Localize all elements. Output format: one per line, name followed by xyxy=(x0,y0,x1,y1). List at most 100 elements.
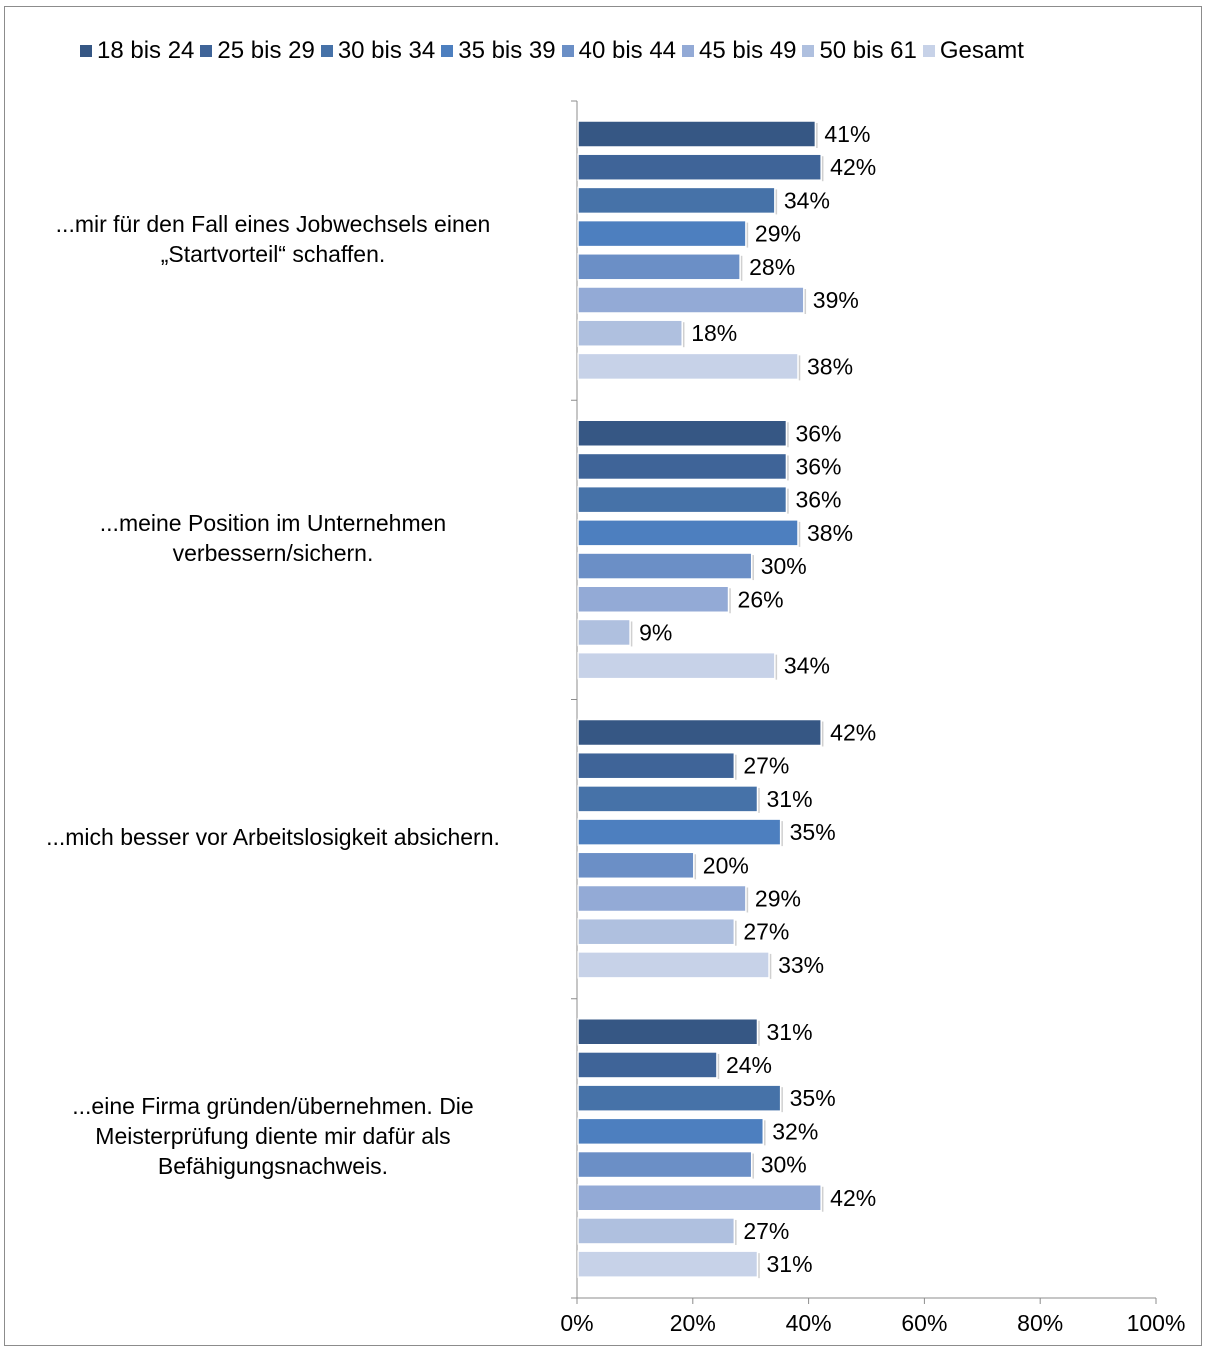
category-label: ...meine Position im Unternehmen verbesse… xyxy=(0,508,553,568)
value-label: 29% xyxy=(755,886,801,912)
value-label: 33% xyxy=(778,952,824,978)
legend-label: Gesamt xyxy=(939,37,1024,64)
bar xyxy=(577,1117,765,1146)
bar xyxy=(577,286,805,314)
value-label: 28% xyxy=(749,254,795,280)
category-label-line: ...eine Firma gründen/übernehmen. Die xyxy=(72,1093,474,1120)
value-label: 34% xyxy=(784,187,830,213)
value-label: 18% xyxy=(691,320,737,346)
legend-item: 25 bis 29 xyxy=(200,37,315,65)
bar xyxy=(577,1184,822,1212)
value-label: 20% xyxy=(703,852,749,878)
value-label: 42% xyxy=(830,154,876,180)
bar xyxy=(577,1018,759,1046)
value-label: 30% xyxy=(761,1152,807,1178)
value-label: 36% xyxy=(795,487,841,513)
value-label: 36% xyxy=(795,420,841,446)
legend-label: 45 bis 49 xyxy=(699,37,797,64)
bar xyxy=(577,818,782,846)
value-label: 38% xyxy=(807,520,853,546)
bar xyxy=(577,519,799,547)
bar xyxy=(577,785,759,813)
category-label: ...mich besser vor Arbeitslosigkeit absi… xyxy=(0,822,553,852)
legend-label: 35 bis 39 xyxy=(458,37,556,64)
bar xyxy=(577,1250,759,1278)
bar xyxy=(577,419,788,447)
chart-frame xyxy=(4,6,1202,1346)
bar xyxy=(577,618,631,647)
value-label: 24% xyxy=(726,1052,772,1078)
bar xyxy=(577,1217,736,1245)
value-label: 42% xyxy=(830,1185,876,1211)
bar xyxy=(577,452,788,481)
legend-label: 50 bis 61 xyxy=(819,37,917,64)
bar xyxy=(577,552,753,580)
legend-swatch xyxy=(320,45,333,57)
x-tick-label: 20% xyxy=(670,1310,716,1336)
value-label: 29% xyxy=(755,221,801,247)
value-label: 38% xyxy=(807,353,853,379)
value-label: 32% xyxy=(772,1118,818,1144)
value-label: 30% xyxy=(761,553,807,579)
x-tick-label: 60% xyxy=(901,1310,947,1336)
legend-swatch xyxy=(80,45,92,57)
value-label: 27% xyxy=(743,753,789,779)
chart-legend: 18 bis 24 25 bis 29 30 bis 34 35 bis 39 40 b… xyxy=(80,36,1030,66)
bar xyxy=(577,718,822,747)
value-label: 35% xyxy=(790,1085,836,1111)
bar xyxy=(577,319,683,347)
category-label-line: ...mir für den Fall eines Jobwechsels ei… xyxy=(55,210,491,237)
value-label: 34% xyxy=(784,653,830,679)
value-label: 42% xyxy=(830,720,876,746)
bar xyxy=(577,153,822,181)
bar xyxy=(577,219,747,248)
value-label: 39% xyxy=(813,287,859,313)
bar xyxy=(577,917,736,946)
legend-swatch xyxy=(561,45,574,57)
legend-swatch xyxy=(922,45,935,57)
legend-item: 50 bis 61 xyxy=(802,37,917,65)
category-label-line: Befähigungsnachweis. xyxy=(157,1153,389,1180)
value-label: 9% xyxy=(639,619,672,645)
category-label: ...eine Firma gründen/übernehmen. Die Mei… xyxy=(0,1091,553,1181)
x-tick-label: 0% xyxy=(560,1310,593,1336)
legend-item: Gesamt xyxy=(922,37,1024,65)
category-label-line: verbessern/sichern. xyxy=(172,539,374,566)
category-label: ...mir für den Fall eines Jobwechsels ei… xyxy=(0,209,553,269)
value-label: 27% xyxy=(743,1218,789,1244)
bar xyxy=(577,352,799,381)
value-label: 41% xyxy=(824,121,870,147)
bar xyxy=(577,651,776,680)
legend-item: 35 bis 39 xyxy=(441,37,556,65)
bar xyxy=(577,585,730,613)
value-label: 31% xyxy=(766,786,812,812)
bar xyxy=(577,1150,753,1179)
legend-label: 30 bis 34 xyxy=(337,37,436,64)
x-tick-label: 100% xyxy=(1127,1310,1186,1336)
bar xyxy=(577,253,741,281)
x-tick-label: 40% xyxy=(786,1310,832,1336)
bar xyxy=(577,186,776,215)
value-label: 35% xyxy=(790,819,836,845)
bar xyxy=(577,951,770,979)
category-label-line: Meisterprüfung diente mir dafür als xyxy=(95,1123,451,1150)
value-label: 31% xyxy=(766,1019,812,1045)
x-tick-label: 80% xyxy=(1017,1310,1063,1336)
legend-item: 30 bis 34 xyxy=(320,37,436,65)
category-label-line: „Startvorteil“ schaffen. xyxy=(160,240,386,267)
bar xyxy=(577,1084,782,1112)
legend-item: 18 bis 24 xyxy=(80,37,194,65)
bar xyxy=(577,485,788,514)
category-label-line: ...mich besser vor Arbeitslosigkeit absi… xyxy=(46,824,500,851)
legend-swatch xyxy=(682,45,695,57)
legend-swatch xyxy=(802,45,815,57)
legend-swatch xyxy=(441,45,454,57)
bar xyxy=(577,751,736,780)
value-label: 36% xyxy=(795,453,841,479)
legend-item: 45 bis 49 xyxy=(682,37,796,65)
bar xyxy=(577,851,695,880)
value-label: 26% xyxy=(738,586,784,612)
legend-swatch xyxy=(200,45,213,57)
bar xyxy=(577,120,817,148)
